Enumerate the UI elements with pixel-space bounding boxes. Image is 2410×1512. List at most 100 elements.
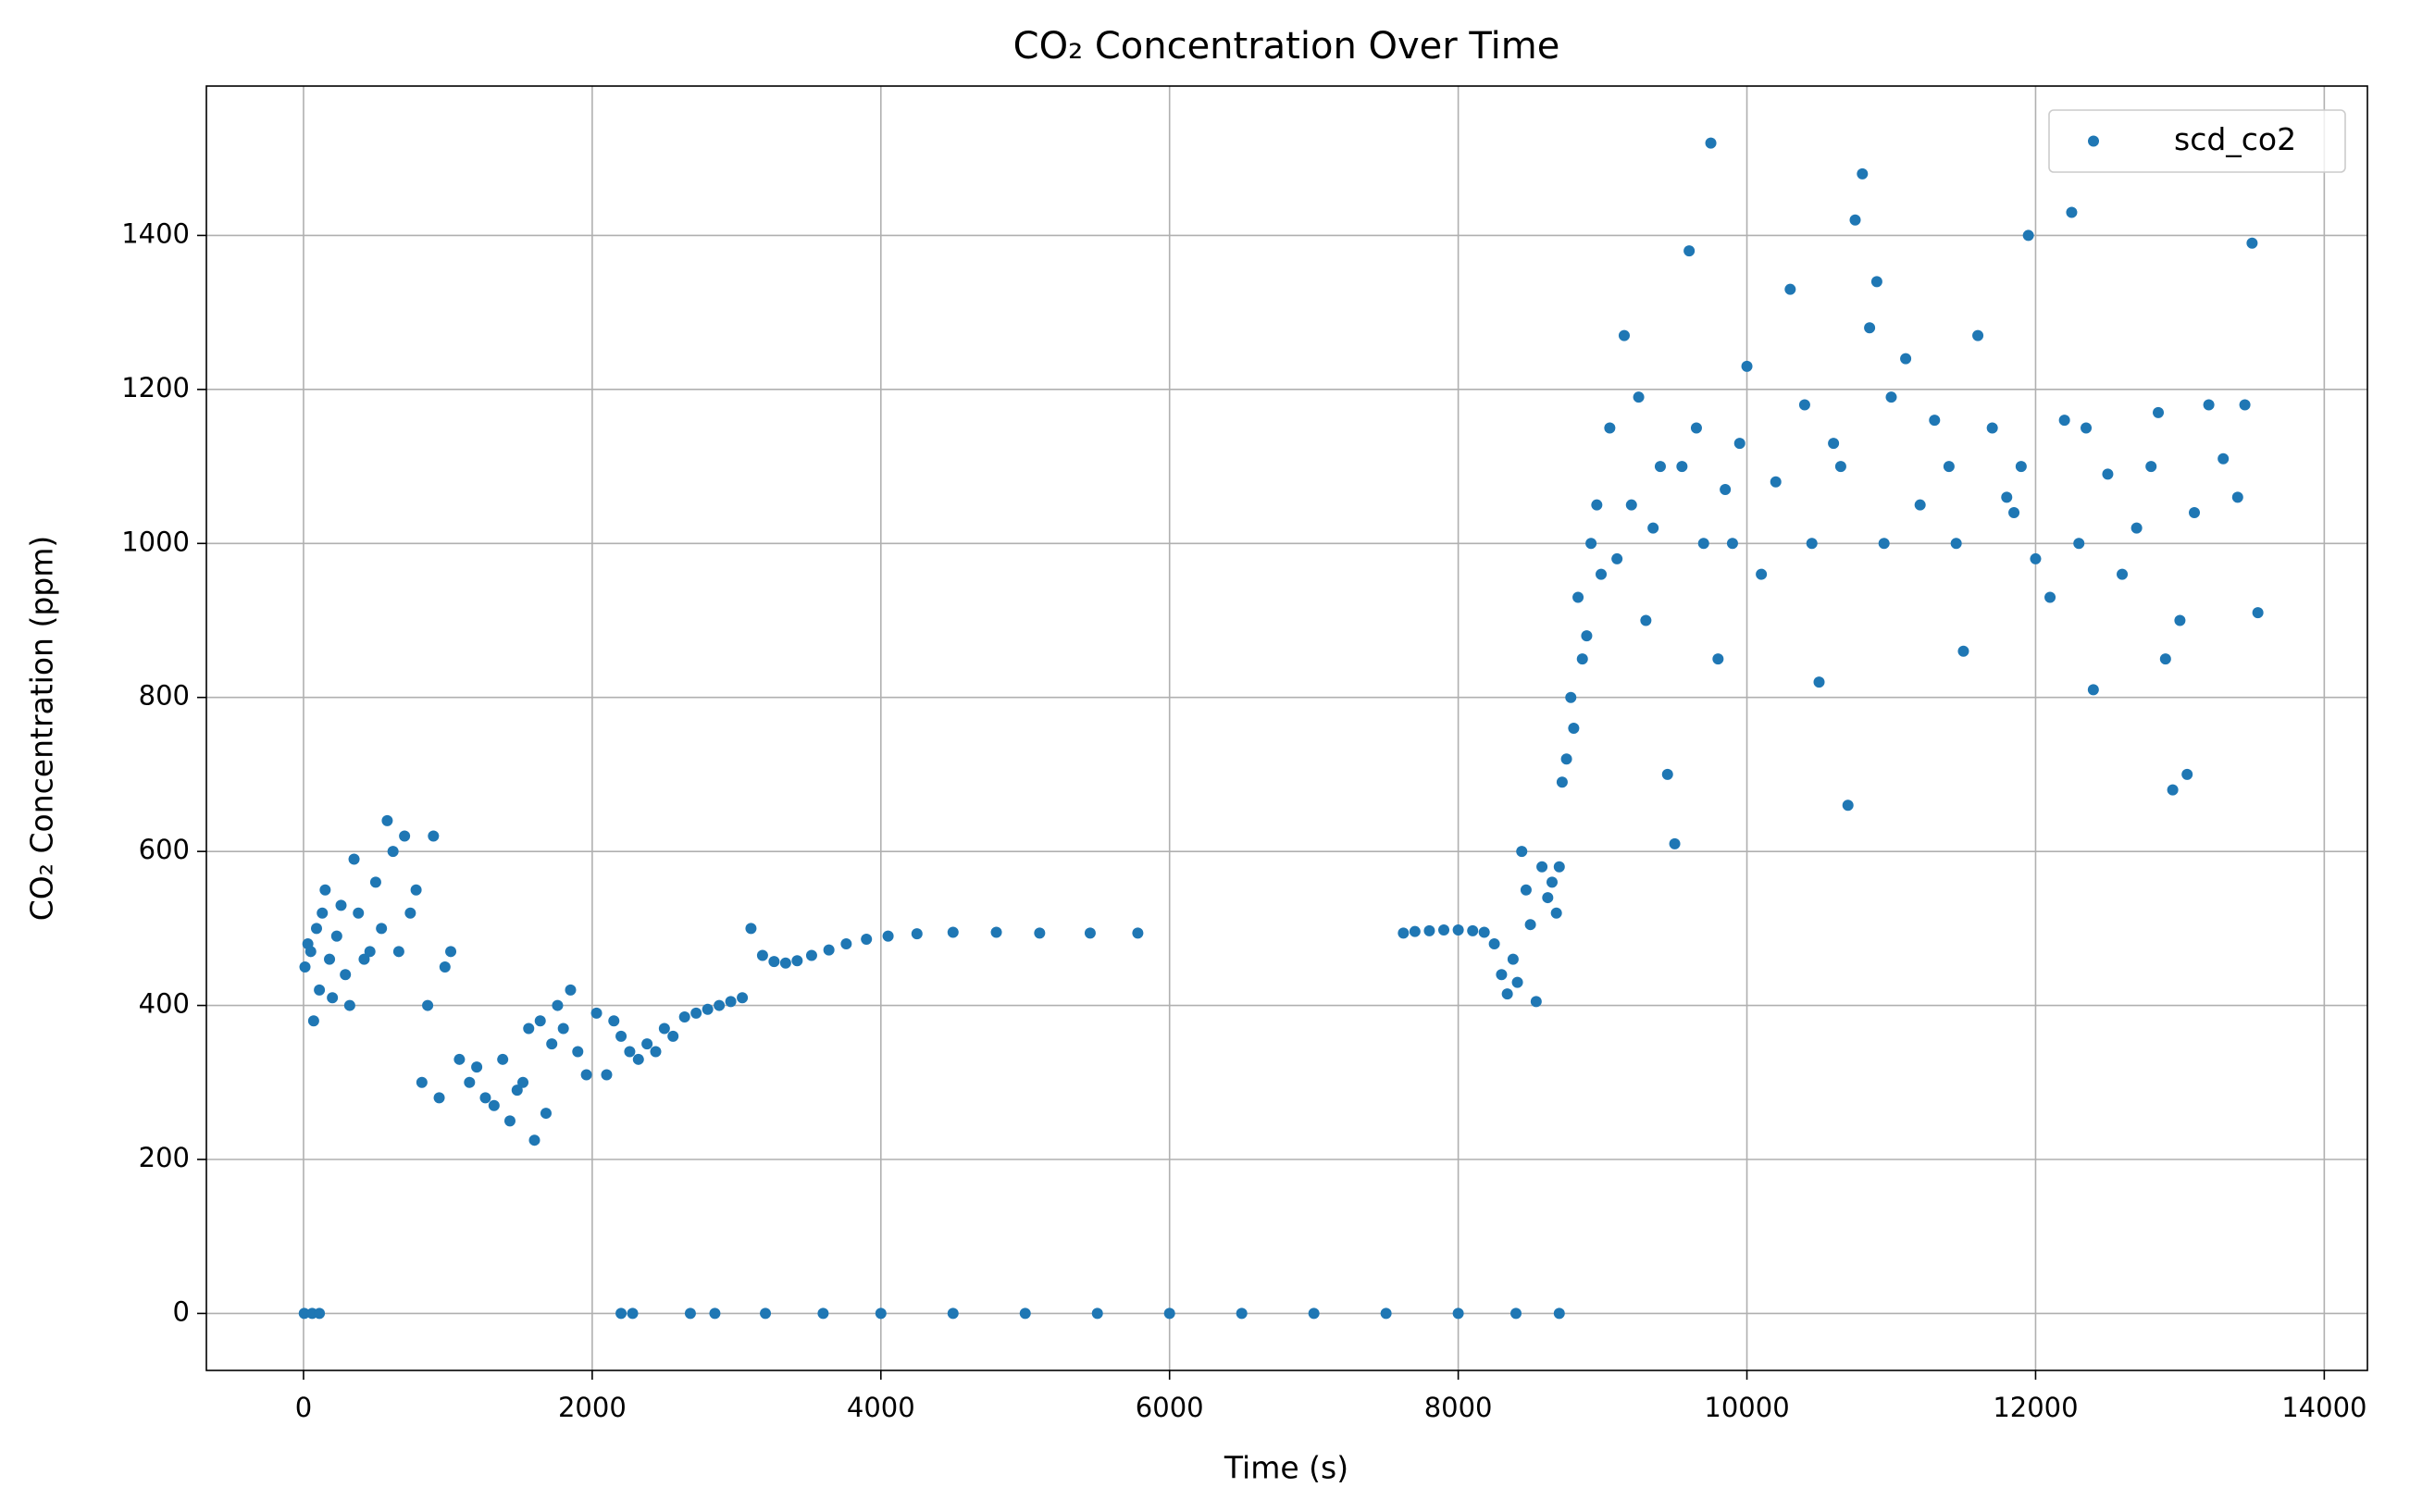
point [791, 955, 803, 967]
point [1591, 499, 1603, 511]
point [779, 957, 791, 969]
point [1236, 1308, 1248, 1320]
point [1806, 538, 1818, 550]
point [608, 1015, 620, 1027]
point [650, 1046, 662, 1058]
point [1683, 245, 1696, 257]
point [1596, 568, 1608, 580]
point [503, 1115, 516, 1127]
point [1308, 1308, 1320, 1320]
x-tick-label: 10000 [1704, 1392, 1789, 1423]
point [2239, 399, 2251, 411]
point [627, 1308, 639, 1320]
point [1972, 329, 1984, 341]
y-tick-label: 1200 [121, 372, 190, 403]
point [1091, 1308, 1103, 1320]
point [1676, 461, 1688, 473]
point [2167, 784, 2179, 796]
chart-title: CO₂ Concentration Over Time [1013, 25, 1560, 68]
point [1501, 988, 1513, 1000]
point [298, 1308, 310, 1320]
point [319, 884, 331, 896]
point [471, 1061, 483, 1073]
point [552, 999, 564, 1011]
point [882, 930, 894, 942]
point [823, 944, 835, 956]
point [667, 1030, 679, 1042]
point [511, 1084, 523, 1097]
point [1618, 329, 1630, 341]
point [2159, 653, 2171, 665]
point [1542, 892, 1554, 904]
point [528, 1134, 540, 1146]
point [517, 1076, 529, 1088]
point [911, 928, 923, 940]
point [2073, 538, 2085, 550]
point [2231, 491, 2243, 503]
point [1611, 552, 1623, 564]
point [817, 1308, 829, 1320]
point [358, 953, 370, 965]
y-tick-label: 400 [139, 988, 190, 1020]
y-tick-label: 600 [139, 834, 190, 865]
point [1929, 415, 1941, 427]
point [737, 992, 749, 1004]
point [2008, 507, 2020, 519]
point [1986, 422, 1998, 434]
point [2246, 237, 2258, 249]
point [464, 1076, 476, 1088]
point [1585, 538, 1597, 550]
point [2087, 684, 2099, 696]
point [2217, 452, 2230, 465]
point [1957, 645, 1969, 657]
point [314, 984, 326, 996]
point [381, 814, 393, 826]
y-tick-label: 200 [139, 1142, 190, 1173]
point [330, 930, 342, 942]
point [1524, 919, 1536, 931]
point [399, 830, 411, 842]
point [768, 956, 780, 968]
point [2174, 614, 2186, 626]
point [422, 999, 434, 1011]
point [1576, 653, 1588, 665]
point [1864, 322, 1876, 334]
point [1553, 1308, 1565, 1320]
point [1507, 953, 1519, 965]
point [1572, 591, 1584, 603]
point [1084, 927, 1096, 939]
point [1550, 907, 1562, 919]
point [1705, 137, 1717, 149]
y-tick-label: 1400 [121, 217, 190, 249]
point [580, 1069, 592, 1081]
point [1423, 924, 1435, 936]
plot-frame [205, 85, 2368, 1371]
point [1669, 837, 1681, 849]
point [1733, 438, 1745, 450]
point [1640, 614, 1652, 626]
point [1885, 391, 1897, 403]
point [479, 1092, 491, 1104]
point [343, 999, 355, 1011]
point [557, 1022, 569, 1035]
point [1712, 653, 1724, 665]
point [615, 1030, 627, 1042]
point [1798, 399, 1810, 411]
point [534, 1015, 546, 1027]
point [1857, 167, 1869, 180]
legend-marker [2088, 135, 2099, 147]
point [1452, 1308, 1464, 1320]
point [299, 960, 311, 973]
point [353, 907, 365, 919]
point [2058, 415, 2070, 427]
point [2203, 399, 2215, 411]
point [1478, 926, 1490, 938]
point [1560, 753, 1572, 765]
point [1510, 1308, 1522, 1320]
y-tick-label: 800 [139, 680, 190, 712]
point [2001, 491, 2013, 503]
point [1488, 937, 1500, 949]
point [2189, 507, 2201, 519]
point [1726, 538, 1738, 550]
